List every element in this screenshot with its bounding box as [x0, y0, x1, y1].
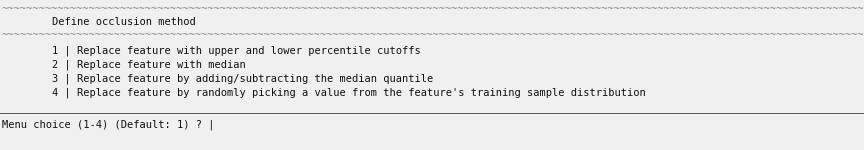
- Text: 4 | Replace feature by randomly picking a value from the feature's training samp: 4 | Replace feature by randomly picking …: [2, 88, 645, 99]
- Text: ~~~~~~~~~~~~~~~~~~~~~~~~~~~~~~~~~~~~~~~~~~~~~~~~~~~~~~~~~~~~~~~~~~~~~~~~~~~~~~~~: ~~~~~~~~~~~~~~~~~~~~~~~~~~~~~~~~~~~~~~~~…: [2, 4, 864, 14]
- Text: Menu choice (1-4) (Default: 1) ? |: Menu choice (1-4) (Default: 1) ? |: [2, 120, 214, 130]
- Text: 3 | Replace feature by adding/subtracting the median quantile: 3 | Replace feature by adding/subtractin…: [2, 74, 433, 84]
- Text: Define occlusion method: Define occlusion method: [2, 17, 196, 27]
- Text: 1 | Replace feature with upper and lower percentile cutoffs: 1 | Replace feature with upper and lower…: [2, 45, 421, 56]
- Text: ~~~~~~~~~~~~~~~~~~~~~~~~~~~~~~~~~~~~~~~~~~~~~~~~~~~~~~~~~~~~~~~~~~~~~~~~~~~~~~~~: ~~~~~~~~~~~~~~~~~~~~~~~~~~~~~~~~~~~~~~~~…: [2, 30, 864, 40]
- Text: 2 | Replace feature with median: 2 | Replace feature with median: [2, 60, 245, 70]
